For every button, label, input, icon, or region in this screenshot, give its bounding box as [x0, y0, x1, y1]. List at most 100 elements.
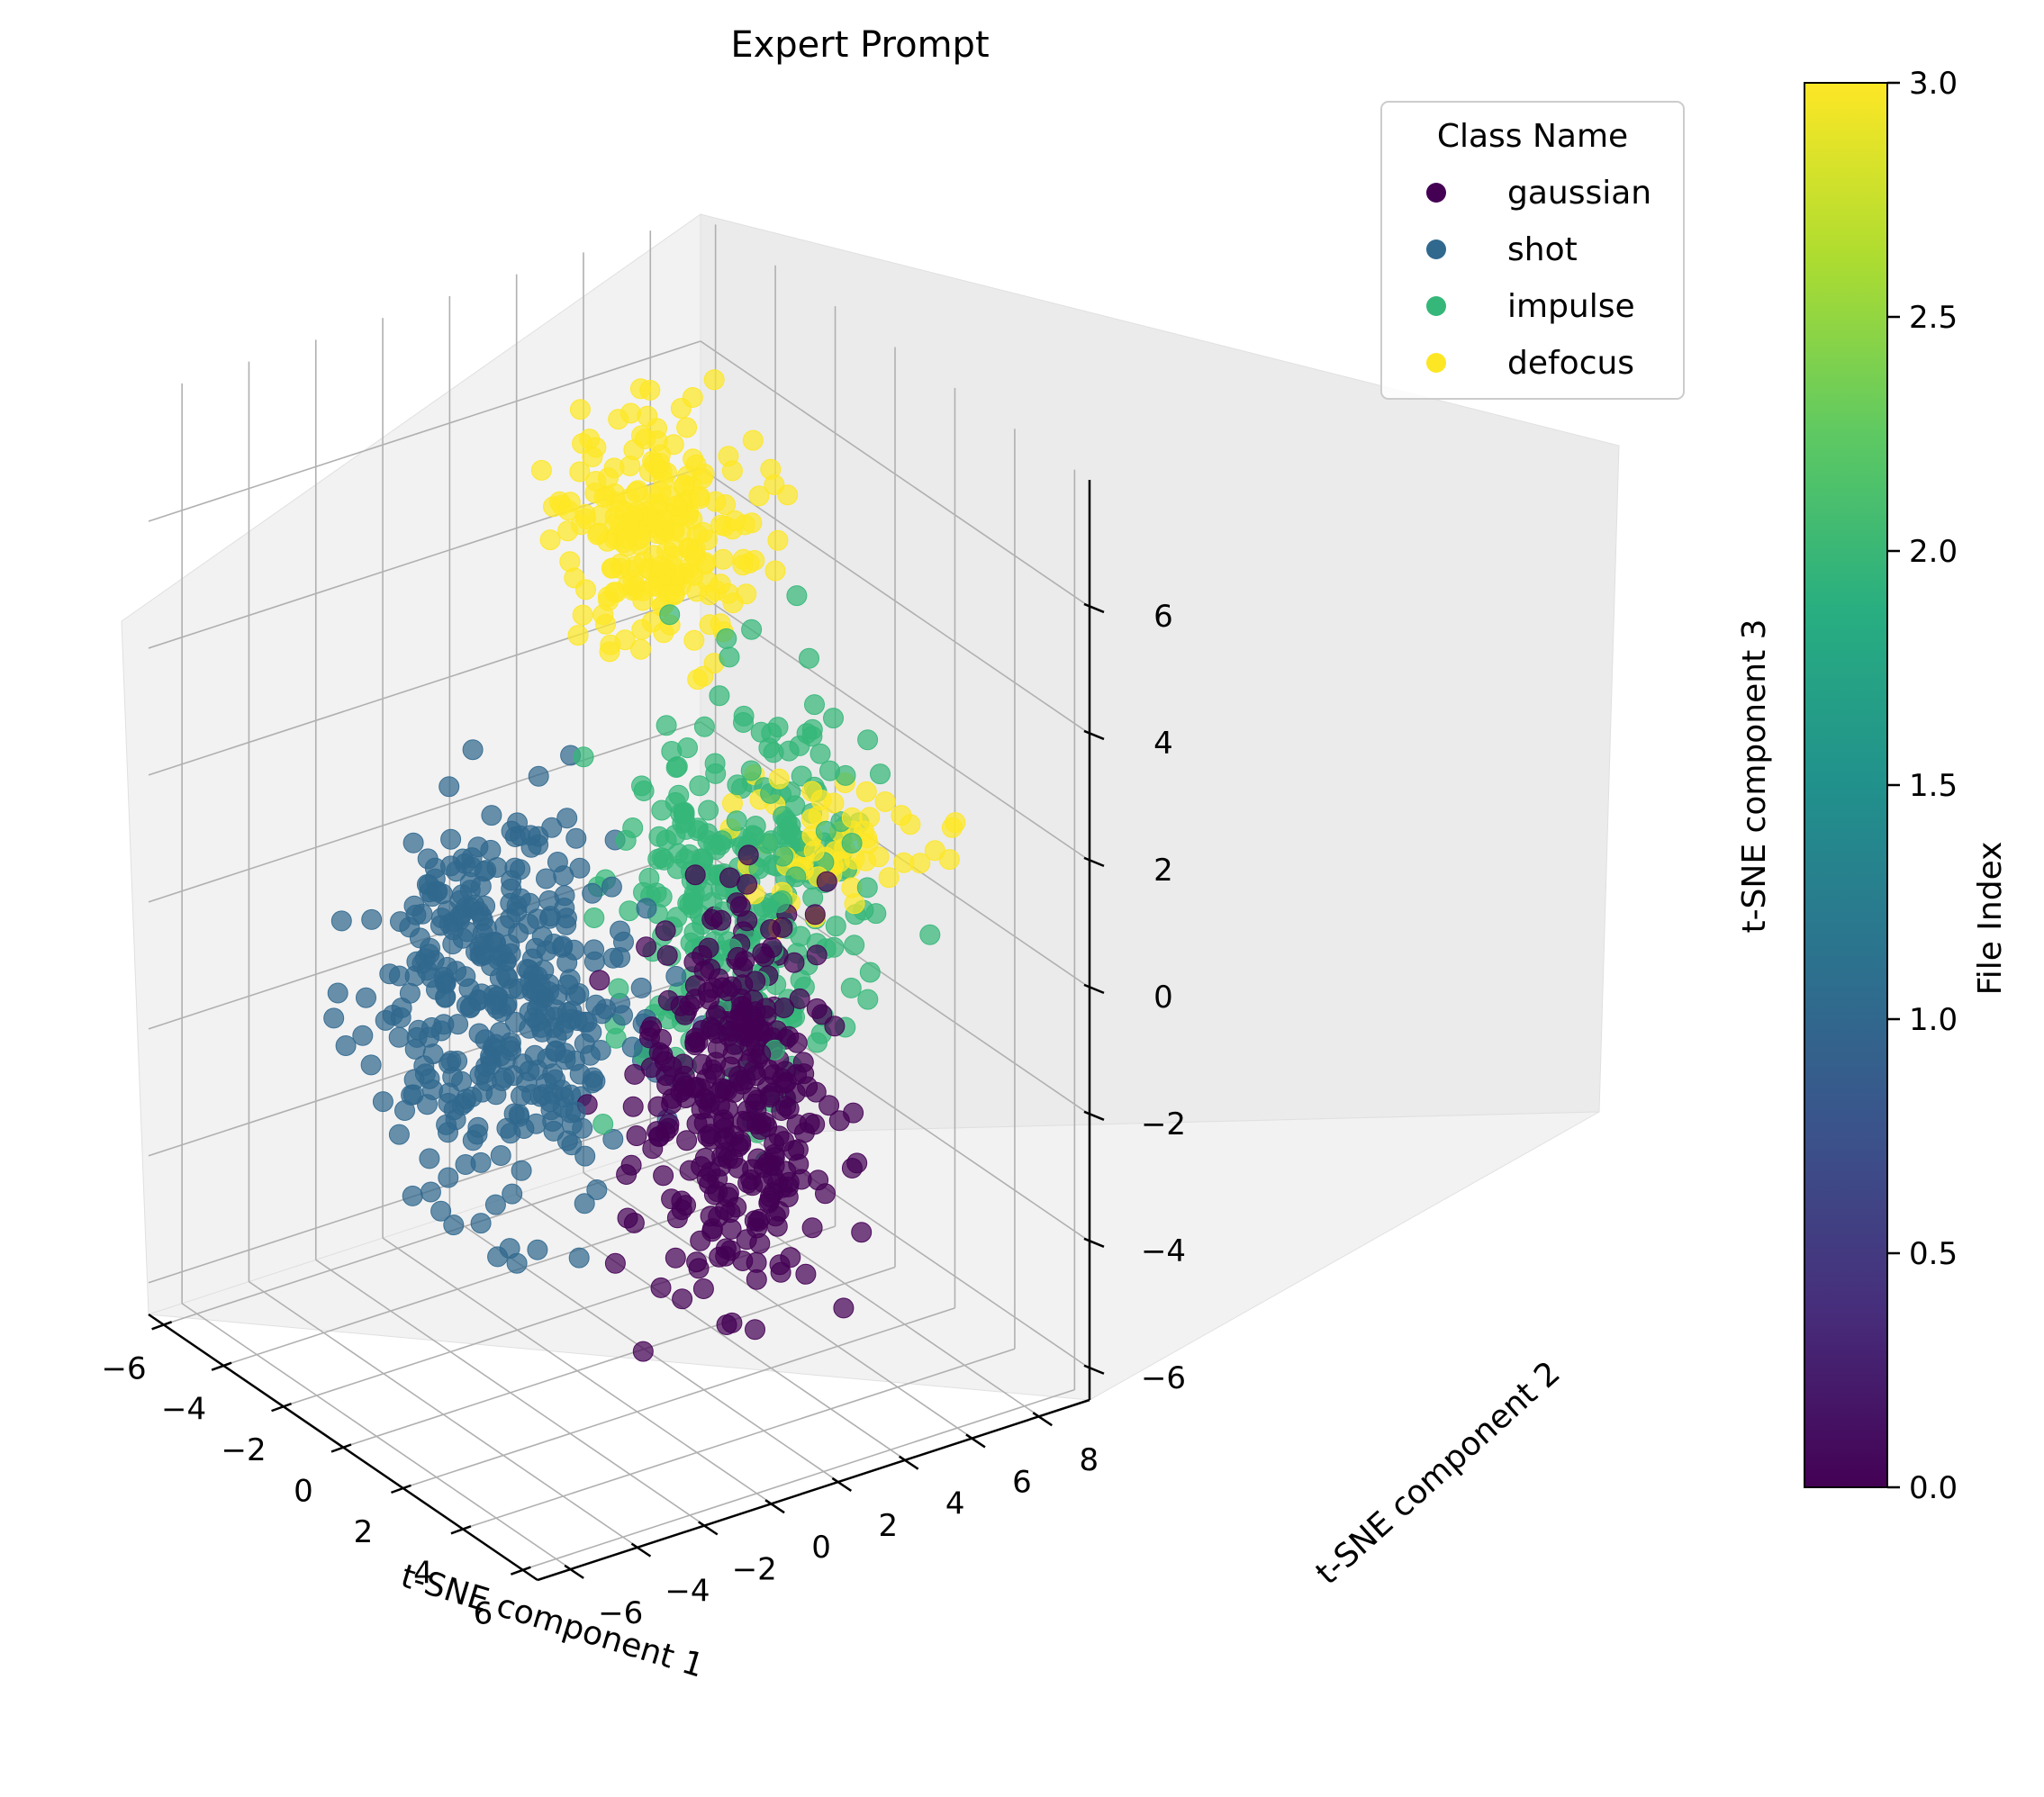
legend-title: Class Name: [1437, 118, 1628, 155]
scatter-point-gaussian: [651, 1028, 672, 1050]
scatter-point-defocus: [637, 405, 658, 427]
y-tick-mark: [698, 1521, 719, 1536]
z-tick-label: 2: [1153, 853, 1173, 889]
z-tick-mark: [1083, 856, 1105, 868]
scatter-point-gaussian: [745, 1093, 766, 1115]
scatter-point-impulse: [675, 818, 697, 840]
scatter-point-shot: [569, 857, 591, 879]
z-grid-line: [700, 848, 1090, 1115]
scatter-point-defocus: [868, 846, 890, 868]
scatter-point-defocus: [893, 852, 915, 873]
scatter-point-gaussian: [673, 1053, 694, 1075]
scatter-point-defocus: [632, 590, 654, 611]
scatter-point-impulse: [592, 1114, 614, 1134]
scatter-point-shot: [500, 1032, 521, 1053]
scatter-point-shot: [327, 982, 348, 1004]
scatter-point-defocus: [841, 807, 863, 828]
y-grid-line: [583, 1171, 973, 1440]
x-tick-mark: [391, 1484, 412, 1494]
scatter-point-gaussian: [811, 1004, 833, 1025]
scatter-point-shot: [405, 904, 427, 926]
scatter-point-gaussian: [679, 995, 701, 1016]
scatter-point-shot: [462, 1130, 484, 1151]
y-grid-line: [516, 1194, 907, 1461]
tick-labels: −6 −4 −2 0 2 4 6 −6 −4 −2 0 2 4 6 8 −6 −4 −2 0 2 4 6: [102, 599, 1187, 1632]
scatter-point-shot: [501, 870, 522, 891]
scatter-point-shot: [443, 1215, 465, 1236]
scatter-point-shot: [513, 1118, 535, 1139]
z-tick-label: 0: [1153, 980, 1173, 1016]
scatter-point-impulse: [583, 908, 605, 928]
z-tick-label: −6: [1141, 1360, 1186, 1396]
scatter-point-shot: [586, 1179, 608, 1200]
legend: Class Name gaussian shot impulse defocus: [1380, 101, 1685, 400]
scatter-point-shot: [466, 941, 486, 962]
scatter-point-shot: [636, 898, 657, 919]
scatter-point-gaussian: [752, 943, 773, 964]
y-tick-mark: [965, 1433, 986, 1449]
scatter-point-shot: [330, 910, 352, 932]
scatter-point-shot: [630, 977, 652, 998]
scatter-point-shot: [481, 805, 502, 826]
scatter-point-defocus: [823, 792, 845, 814]
scatter-point-gaussian: [801, 1217, 823, 1239]
scatter-point-defocus: [599, 641, 620, 663]
scatter-point-impulse: [748, 858, 770, 880]
scatter-point-impulse: [809, 743, 831, 764]
scatter-point-shot: [360, 1054, 382, 1076]
scatter-point-shot: [402, 1185, 423, 1206]
scatter-point-shot: [547, 852, 568, 872]
scatter-point-shot: [502, 1183, 523, 1205]
scatter-point-gaussian: [694, 1148, 716, 1169]
scatter-point-defocus: [608, 409, 629, 430]
scatter-point-gaussian: [746, 1065, 766, 1087]
scatter-point-defocus: [683, 448, 704, 470]
scatter-point-shot: [665, 965, 687, 987]
y-tick-label: −6: [598, 1595, 643, 1631]
scatter-point-defocus: [592, 604, 614, 626]
scatter-point-gaussian: [654, 1051, 675, 1072]
y-tick-label: 0: [811, 1530, 831, 1566]
scatter-point-gaussian: [589, 970, 610, 991]
scatter-point-impulse: [773, 845, 794, 867]
scatter-point-gaussian: [717, 1148, 738, 1169]
scatter-point-gaussian: [815, 1183, 836, 1205]
scatter-point-defocus: [639, 379, 661, 401]
scatter-point-shot: [446, 961, 467, 982]
z-tick-label: 6: [1153, 599, 1173, 635]
x-tick-mark: [510, 1566, 531, 1576]
scatter-point-shot: [553, 1087, 574, 1108]
scatter-point-gaussian: [749, 1208, 771, 1230]
scatter-point-defocus: [642, 575, 664, 597]
scatter-point-defocus: [559, 551, 581, 573]
scatter-point-gaussian: [745, 971, 766, 992]
scatter-point-impulse: [804, 694, 825, 716]
scatter-point-defocus: [664, 583, 685, 605]
scatter-point-impulse: [710, 835, 731, 855]
scatter-point-gaussian: [816, 871, 837, 892]
x-grid-line: [342, 1266, 896, 1449]
colorbar-tick-label: 0.5: [1909, 1236, 1958, 1272]
scatter-point-gaussian: [793, 1122, 815, 1143]
scatter-point-shot: [421, 886, 443, 908]
y-tick-label: −4: [665, 1574, 710, 1610]
scatter-point-gaussian: [819, 1095, 840, 1116]
scatter-point-shot: [508, 922, 529, 944]
scatter-point-gaussian: [745, 1319, 765, 1341]
y-grid-line: [382, 1237, 773, 1504]
legend-marker-gaussian: [1426, 183, 1446, 203]
scatter-point-impulse: [857, 989, 879, 1010]
scatter-point-shot: [583, 939, 605, 961]
scatter-point-shot: [554, 898, 575, 918]
scatter-point-defocus: [945, 812, 966, 834]
scatter-point-impulse: [656, 715, 677, 736]
scatter-point-shot: [459, 897, 481, 918]
scatter-point-gaussian: [792, 1052, 814, 1073]
colorbar-ticks: 0.0 0.5 1.0 1.5 2.0 2.5 3.0: [1887, 66, 1958, 1506]
scatter-point-impulse: [705, 763, 727, 784]
scatter-point-impulse: [698, 799, 719, 821]
scatter-point-shot: [399, 982, 421, 1004]
scatter-point-gaussian: [768, 1200, 790, 1222]
scatter-point-gaussian: [686, 1251, 708, 1273]
z-grid-line: [148, 340, 701, 522]
